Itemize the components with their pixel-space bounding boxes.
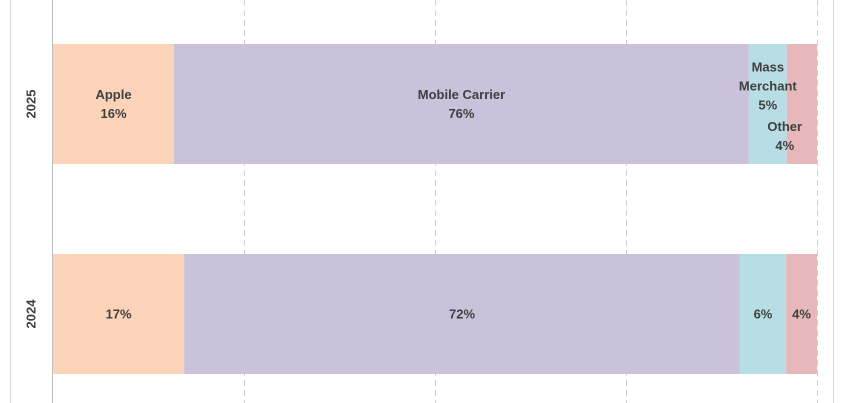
category-label-2024: 2024 bbox=[24, 299, 39, 329]
bar-segment-other-2024 bbox=[786, 254, 817, 374]
category-labels: 2025 2024 bbox=[24, 90, 39, 329]
bar-segments bbox=[53, 44, 817, 374]
data-label-apple-2025: Apple 16% bbox=[95, 87, 131, 121]
bar-segment-apple-2024 bbox=[53, 254, 185, 374]
bar-segment-mobile-carrier-2024 bbox=[184, 254, 740, 374]
data-label-mass-merchant-2024: 6% bbox=[754, 307, 773, 322]
data-label-apple-2024: 17% bbox=[106, 307, 132, 322]
data-label-other-2025: Other 4% bbox=[767, 119, 802, 153]
bar-segment-mass-merchant-2025 bbox=[748, 44, 787, 164]
data-labels: Apple 16% Mobile Carrier 76% Mass Merchant 5% O… bbox=[95, 60, 811, 322]
data-label-mass-merchant-2025: Mass Merchant 5% bbox=[739, 60, 797, 113]
data-label-mobile-carrier-2025: Mobile Carrier 76% bbox=[418, 87, 505, 121]
bar-segment-mobile-carrier-2025 bbox=[174, 44, 749, 164]
bar-segment-mass-merchant-2024 bbox=[739, 254, 787, 374]
data-label-other-2024: 4% bbox=[792, 307, 811, 322]
category-label-2025: 2025 bbox=[24, 90, 39, 119]
data-label-mobile-carrier-2024: 72% bbox=[449, 307, 475, 322]
bar-segment-other-2025 bbox=[786, 44, 817, 164]
bar-segment-apple-2025 bbox=[53, 44, 175, 164]
